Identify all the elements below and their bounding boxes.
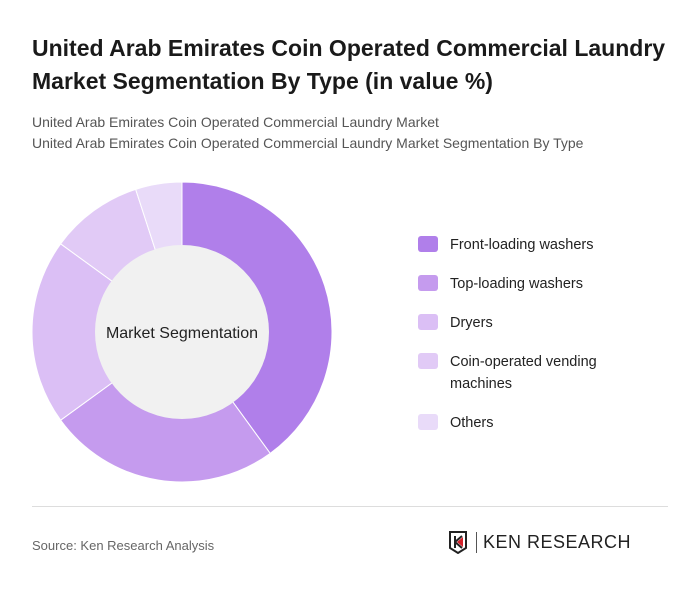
legend-item[interactable]: Dryers: [418, 312, 678, 334]
legend-label: Dryers: [450, 315, 493, 331]
ken-logo-icon: [449, 531, 467, 554]
chart-header: United Arab Emirates Coin Operated Comme…: [32, 32, 672, 154]
legend-swatch: [418, 353, 438, 369]
legend-item[interactable]: Top-loading washers: [418, 273, 678, 295]
legend-label: Others: [450, 415, 494, 431]
legend-swatch: [418, 314, 438, 330]
legend-swatch: [418, 275, 438, 291]
legend-label: Top-loading washers: [450, 276, 583, 292]
legend-item[interactable]: Front-loading washers: [418, 234, 678, 256]
legend-item[interactable]: Others: [418, 412, 678, 434]
legend-item[interactable]: Coin-operated vending machines: [418, 351, 678, 395]
subtitle-segmentation: United Arab Emirates Coin Operated Comme…: [32, 135, 584, 151]
legend-label: Coin-operated vending machines: [450, 354, 597, 392]
ken-research-logo: KEN RESEARCH: [448, 530, 631, 554]
subtitle-market: United Arab Emirates Coin Operated Comme…: [32, 114, 439, 130]
divider: [32, 506, 668, 507]
chart-title: United Arab Emirates Coin Operated Comme…: [32, 35, 666, 94]
legend-swatch: [418, 236, 438, 252]
center-label: Market Segmentation: [106, 325, 258, 342]
legend-label: Front-loading washers: [450, 237, 594, 253]
logo-text: KEN RESEARCH: [476, 531, 631, 553]
legend: Front-loading washers Top-loading washer…: [418, 234, 678, 451]
donut-hole: [95, 245, 269, 419]
donut-chart: Market Segmentation: [31, 181, 333, 483]
source-text: Source: Ken Research Analysis: [32, 538, 215, 553]
legend-swatch: [418, 414, 438, 430]
